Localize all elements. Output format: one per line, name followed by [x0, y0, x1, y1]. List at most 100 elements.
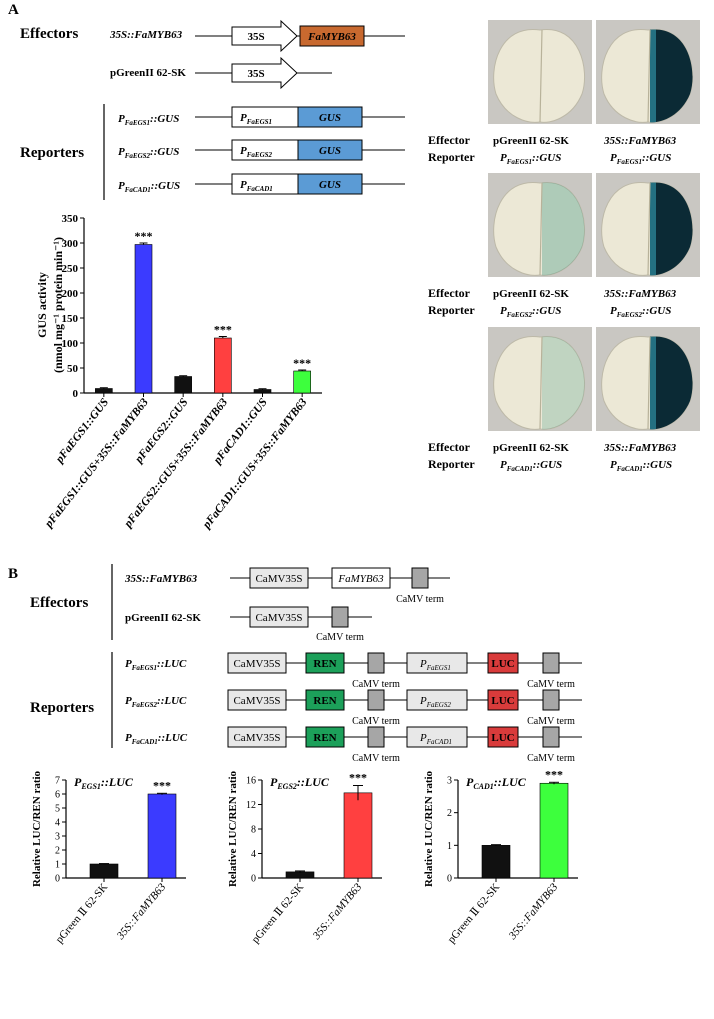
gus-reporter-row: PFaEGS2::GUS PFaEGS2 GUS	[118, 139, 405, 161]
significance-mark: ***	[545, 767, 563, 781]
leaf-midrib	[647, 29, 651, 123]
leaf-effector-name: pGreenII 62-SK	[493, 135, 569, 147]
y-tick-label: 8	[251, 825, 256, 836]
famyb63-gene-box	[331, 567, 391, 589]
luc-gene-label: LUC	[491, 732, 514, 744]
y-tick-label: 50	[67, 363, 79, 375]
ren-gene-label: REN	[313, 658, 336, 670]
terminator-box	[542, 726, 560, 748]
luc-gene-box	[487, 689, 519, 711]
terminator-label: CaMV term	[316, 632, 364, 643]
gus-activity-chart: GUS activity (nmol mg⁻¹ protein min⁻¹) 0…	[35, 213, 322, 532]
y-axis-label: Relative LUC/REN ratio	[227, 770, 239, 887]
promoter-box-label: CaMV35S	[233, 732, 280, 744]
terminator-box	[542, 652, 560, 674]
terminator-label: CaMV term	[352, 679, 400, 690]
promoter-box	[227, 726, 287, 748]
gus-reporter-row: PFaEGS1::GUS PFaEGS1 GUS	[118, 106, 405, 128]
terminator-box	[411, 567, 429, 589]
terminator-box	[542, 689, 560, 711]
promoter-box-label: PFaEGS1	[240, 112, 272, 126]
y-axis-label-units: (nmol mg⁻¹ protein min⁻¹)	[51, 237, 65, 373]
terminator-box	[367, 652, 385, 674]
y-tick-label: 4	[55, 818, 60, 829]
leaf-effector-name: pGreenII 62-SK	[493, 288, 569, 300]
y-tick-label: 300	[62, 238, 79, 250]
luc-ren-chart: 0 4 8 12 16 Relative LUC/REN ratio PEGS2::LUCp…	[227, 770, 382, 946]
bar	[253, 389, 272, 394]
promoter-box	[249, 606, 309, 628]
y-axis-label: Relative LUC/REN ratio	[423, 770, 435, 887]
y-tick-label: 1	[55, 860, 60, 871]
panel-b-effectors-heading: Effectors	[30, 595, 88, 611]
effector-row-label: Effector	[428, 440, 471, 454]
terminator-label: CaMV term	[396, 594, 444, 605]
leaf-midrib	[647, 336, 651, 430]
terminator-label: CaMV term	[527, 716, 575, 727]
promoter-box-label: PFaCAD1	[240, 179, 273, 193]
gus-gene-label: GUS	[319, 179, 341, 191]
effector-construct-name: 35S::FaMYB63	[109, 29, 183, 41]
gus-gene-box	[297, 173, 363, 195]
y-tick-label: 200	[62, 288, 79, 300]
x-tick-label: pGreen Ⅱ 62-SK	[445, 881, 502, 945]
leaf-effector-name: 35S::FaMYB63	[603, 442, 677, 454]
y-tick-label: 16	[246, 776, 256, 787]
promoter-box	[249, 567, 309, 589]
promoter-arrow-shape	[231, 56, 298, 90]
leaf-midrib	[539, 29, 543, 123]
leaf-photo	[488, 327, 592, 431]
promoter-box	[227, 689, 287, 711]
ren-gene-box	[305, 726, 345, 748]
promoter-box-label: PFaEGS1	[419, 658, 451, 672]
reporter-row-label: Reporter	[428, 303, 475, 317]
terminator-label: CaMV term	[352, 716, 400, 727]
leaf-reporter-name: PFaEGS2::GUS	[610, 305, 671, 319]
promoter-box	[406, 726, 468, 748]
y-tick-label: 5	[55, 804, 60, 815]
y-tick-label: 6	[55, 790, 60, 801]
promoter-box	[227, 652, 287, 674]
leaf-reporter-name: PFaCAD1::GUS	[610, 459, 672, 473]
effector-row-label: Effector	[428, 286, 471, 300]
terminator-label: CaMV term	[527, 753, 575, 764]
ren-gene-box	[305, 689, 345, 711]
bar	[481, 845, 511, 879]
leaf-shape	[493, 29, 586, 123]
panel-b-reporters-heading: Reporters	[30, 700, 94, 716]
stain-edge	[650, 182, 656, 276]
x-tick-label: 35S::FaMYB63	[506, 881, 561, 943]
terminator-box	[367, 726, 385, 748]
leaf-photo	[488, 173, 592, 277]
y-tick-label: 250	[62, 263, 79, 275]
y-tick-label: 150	[62, 313, 79, 325]
chart-title: PCAD1::LUC	[466, 775, 527, 791]
stain-edge	[650, 29, 656, 123]
panel-a-effectors-heading: Effectors	[20, 26, 78, 42]
promoter-box-label: PFaCAD1	[419, 732, 452, 746]
promoter-arrow-shape	[231, 19, 298, 53]
effector-construct-name: 35S::FaMYB63	[124, 573, 198, 585]
reporter-construct-name: PFaEGS2::GUS	[118, 146, 179, 160]
y-tick-label: 12	[246, 800, 256, 811]
leaf-reporter-name: PFaEGS2::GUS	[500, 305, 561, 319]
x-tick-label: pGreen Ⅱ 62-SK	[249, 881, 306, 945]
terminator-label: CaMV term	[352, 753, 400, 764]
y-tick-label: 0	[251, 874, 256, 885]
significance-mark: ***	[153, 778, 171, 792]
y-tick-label: 0	[55, 874, 60, 885]
leaf-photo	[596, 173, 700, 277]
bar	[147, 793, 177, 879]
bar	[134, 244, 153, 394]
promoter-box-label: CaMV35S	[233, 658, 280, 670]
leaf-midrib	[539, 182, 543, 276]
stain-edge	[650, 336, 656, 430]
promoter-box-label: PFaEGS2	[240, 145, 273, 159]
gus-reporter-row: PFaCAD1::GUS PFaCAD1 GUS	[118, 173, 405, 195]
leaf-midrib	[539, 336, 543, 430]
